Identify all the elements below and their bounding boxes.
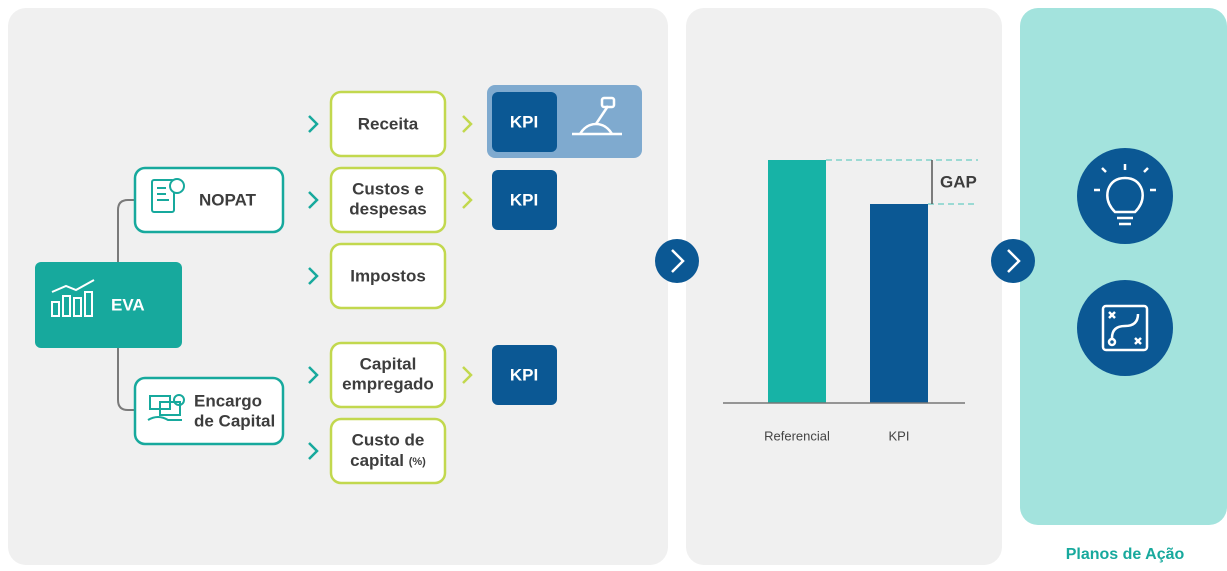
driver-label: Custos e [352,179,424,198]
reference-bar [768,160,826,403]
next-arrow-chevron [671,249,685,273]
next-arrow [655,239,699,283]
driver-label: capital (%) [350,451,426,470]
kpi-box [492,345,557,405]
eva-box [35,262,182,348]
driver-label: Impostos [350,266,426,285]
branch-label: de Capital [194,411,275,430]
gap-label: GAP [940,172,977,191]
category-label: KPI [889,428,910,443]
driver-label: despesas [349,199,427,218]
branch-label: NOPAT [199,190,257,209]
plan-icon [1077,280,1173,376]
driver-box [329,166,447,234]
driver-label: capital [350,451,404,470]
gap-lines [826,159,978,205]
category-label: Referencial [764,428,830,443]
capital-icon [147,394,185,421]
kpi-label: KPI [510,190,538,209]
eva-label: EVA [111,295,145,314]
idea-icon [1077,148,1173,244]
kpi-label: KPI [510,365,538,384]
lime-chevrons [462,115,473,384]
driver-label: Receita [358,114,419,133]
driver-box [329,90,447,158]
kpi-label: KPI [510,112,538,131]
teal-chevrons [308,115,319,460]
kpi-bar [870,204,928,403]
kpi-box [492,170,557,230]
driver-box [329,242,447,310]
bulb [1094,164,1156,226]
driver-suffix: (%) [409,456,426,468]
action-plans-title: Planos de Ação [1066,546,1185,563]
lever-icon [572,96,622,136]
plan-map [1101,304,1149,352]
driver-label: empregado [342,374,434,393]
next-arrow [991,239,1035,283]
driver-box [329,417,447,485]
next-arrow-chevron [1007,249,1021,273]
drivers: Receita Custos e despesas Impostos Capit… [329,90,447,485]
branch-label: Encargo [194,391,262,410]
driver-box [329,341,447,409]
eva-icon [51,279,95,317]
driver-label: Custo de [352,430,425,449]
middle-panel [686,8,1002,565]
nopat-icon [151,178,185,213]
branch-box [133,376,285,446]
right-panel [1020,8,1227,525]
driver-label: Capital [360,354,417,373]
kpi-box [492,92,557,152]
